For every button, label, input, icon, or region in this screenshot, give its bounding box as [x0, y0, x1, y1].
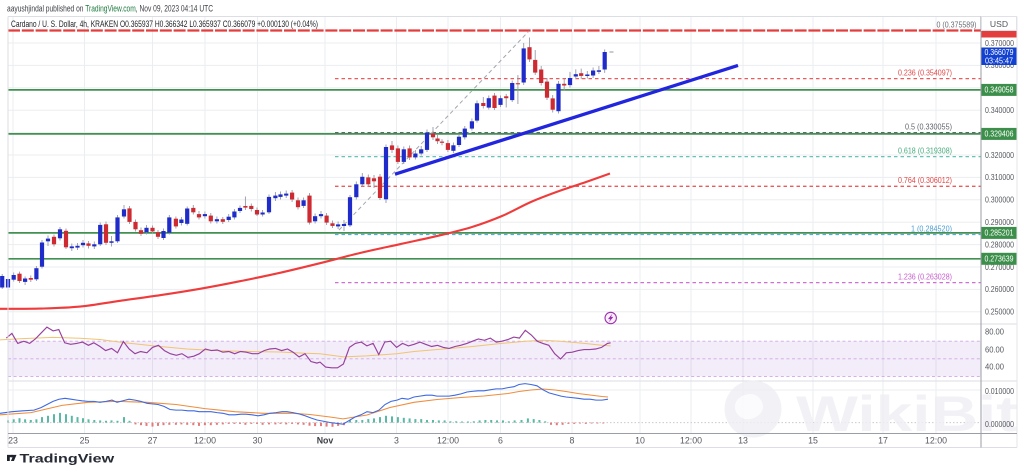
svg-text:12:00: 12:00 [925, 436, 947, 446]
svg-text:27: 27 [148, 436, 158, 446]
svg-text:0.370000: 0.370000 [985, 38, 1014, 48]
svg-text:Cardano / U. S. Dollar, 4h, KR: Cardano / U. S. Dollar, 4h, KRAKEN O0.36… [11, 19, 318, 29]
svg-text:03:45:47: 03:45:47 [985, 57, 1013, 66]
svg-text:17: 17 [878, 436, 888, 446]
svg-text:3: 3 [394, 436, 399, 446]
svg-text:0.236 (0.354097): 0.236 (0.354097) [898, 68, 952, 77]
svg-text:0.349058: 0.349058 [985, 85, 1014, 95]
svg-text:0.320000: 0.320000 [985, 150, 1014, 160]
svg-text:aayushjindal published on Trad: aayushjindal published on TradingView.co… [7, 3, 213, 13]
svg-text:6: 6 [498, 436, 503, 446]
svg-text:80.00: 80.00 [985, 327, 1004, 337]
svg-text:0.340000: 0.340000 [985, 105, 1014, 115]
svg-text:12:00: 12:00 [194, 436, 216, 446]
svg-text:40.00: 40.00 [985, 362, 1004, 372]
svg-text:0 (0.375589): 0 (0.375589) [937, 20, 977, 29]
svg-text:12:00: 12:00 [680, 436, 702, 446]
svg-text:0.000000: 0.000000 [985, 419, 1014, 429]
svg-text:30: 30 [253, 436, 263, 446]
svg-text:0.010000: 0.010000 [985, 386, 1014, 396]
svg-text:0.329406: 0.329406 [985, 129, 1014, 139]
svg-text:0.366079: 0.366079 [985, 47, 1014, 57]
svg-text:0.280000: 0.280000 [985, 239, 1014, 249]
svg-text:0.300000: 0.300000 [985, 195, 1014, 205]
svg-text:0.250000: 0.250000 [985, 307, 1014, 317]
svg-text:12:00: 12:00 [437, 436, 459, 446]
svg-text:0.764 (0.306012): 0.764 (0.306012) [898, 176, 952, 185]
svg-text:1.236 (0.263028): 1.236 (0.263028) [898, 272, 952, 281]
svg-text:0.618 (0.319308): 0.618 (0.319308) [898, 146, 952, 155]
svg-text:0.290000: 0.290000 [985, 217, 1014, 227]
svg-text:0.273639: 0.273639 [985, 254, 1014, 264]
svg-text:0.360000: 0.360000 [985, 60, 1014, 70]
svg-text:TradingView: TradingView [20, 452, 116, 466]
svg-text:0.5 (0.330055): 0.5 (0.330055) [905, 123, 952, 132]
svg-text:13: 13 [738, 436, 748, 446]
svg-text:Nov: Nov [317, 436, 334, 446]
svg-text:23: 23 [8, 436, 18, 446]
svg-text:8: 8 [570, 436, 575, 446]
svg-text:1 (0.284520): 1 (0.284520) [911, 224, 952, 233]
svg-text:USD: USD [990, 19, 1008, 29]
svg-text:15: 15 [808, 436, 818, 446]
svg-text:0.260000: 0.260000 [985, 284, 1014, 294]
svg-text:25: 25 [80, 436, 90, 446]
svg-text:0.310000: 0.310000 [985, 172, 1014, 182]
svg-text:10: 10 [635, 436, 645, 446]
svg-text:60.00: 60.00 [985, 345, 1004, 355]
svg-text:0.270000: 0.270000 [985, 262, 1014, 272]
svg-text:0.285201: 0.285201 [985, 228, 1014, 238]
